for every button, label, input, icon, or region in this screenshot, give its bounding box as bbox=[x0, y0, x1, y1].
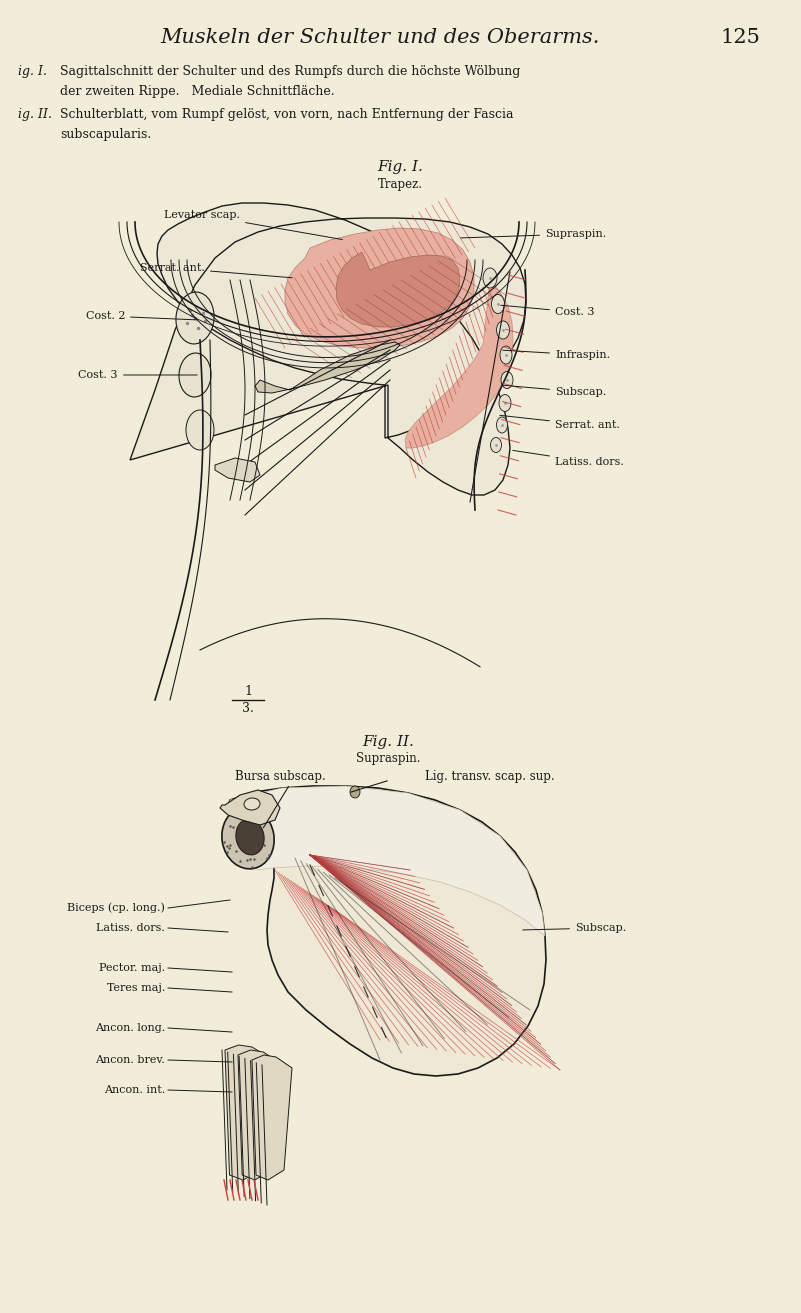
Polygon shape bbox=[230, 786, 545, 936]
Text: Serrat. ant.: Serrat. ant. bbox=[140, 263, 292, 278]
Text: der zweiten Rippe.   Mediale Schnittfläche.: der zweiten Rippe. Mediale Schnittfläche… bbox=[60, 85, 335, 98]
Ellipse shape bbox=[490, 437, 501, 453]
Text: Infraspin.: Infraspin. bbox=[503, 351, 610, 360]
Text: Serrat. ant.: Serrat. ant. bbox=[500, 415, 620, 429]
Text: Fig. II.: Fig. II. bbox=[362, 735, 414, 748]
Polygon shape bbox=[238, 1050, 280, 1180]
Polygon shape bbox=[130, 204, 526, 495]
Text: 1: 1 bbox=[244, 685, 252, 699]
Ellipse shape bbox=[492, 294, 505, 314]
Ellipse shape bbox=[499, 394, 511, 411]
Text: Sagittalschnitt der Schulter und des Rumpfs durch die höchste Wölbung: Sagittalschnitt der Schulter und des Rum… bbox=[60, 66, 521, 77]
Text: 3.: 3. bbox=[242, 702, 254, 716]
Polygon shape bbox=[252, 1056, 292, 1180]
Text: Subscap.: Subscap. bbox=[503, 385, 606, 397]
Text: Fig. I.: Fig. I. bbox=[377, 160, 423, 175]
Text: Cost. 3: Cost. 3 bbox=[501, 305, 594, 316]
Text: Supraspin.: Supraspin. bbox=[356, 752, 421, 765]
Ellipse shape bbox=[501, 372, 513, 389]
Ellipse shape bbox=[350, 786, 360, 798]
Text: Ancon. int.: Ancon. int. bbox=[104, 1085, 165, 1095]
Text: Lig. transv. scap. sup.: Lig. transv. scap. sup. bbox=[425, 769, 555, 783]
Ellipse shape bbox=[179, 353, 211, 397]
Text: Ancon. long.: Ancon. long. bbox=[95, 1023, 165, 1033]
Polygon shape bbox=[220, 790, 280, 825]
Text: Subscap.: Subscap. bbox=[523, 923, 626, 934]
Ellipse shape bbox=[235, 819, 264, 855]
Text: ⁠ig. II.: ⁠ig. II. bbox=[18, 108, 52, 121]
Polygon shape bbox=[225, 1045, 270, 1180]
Polygon shape bbox=[405, 280, 513, 448]
Polygon shape bbox=[255, 341, 400, 393]
Text: subscapularis.: subscapularis. bbox=[60, 127, 151, 140]
Polygon shape bbox=[285, 228, 474, 348]
Polygon shape bbox=[215, 458, 260, 482]
Text: Latiss. dors.: Latiss. dors. bbox=[96, 923, 165, 934]
Ellipse shape bbox=[497, 320, 509, 339]
Text: ⁠ig. I.: ⁠ig. I. bbox=[18, 66, 47, 77]
Text: Supraspin.: Supraspin. bbox=[461, 228, 606, 239]
Text: Cost. 3: Cost. 3 bbox=[78, 370, 197, 379]
Text: 125: 125 bbox=[720, 28, 760, 47]
Polygon shape bbox=[336, 252, 460, 327]
Ellipse shape bbox=[483, 268, 497, 288]
Text: Ancon. brev.: Ancon. brev. bbox=[95, 1056, 165, 1065]
Text: Muskeln der Schulter und des Oberarms.: Muskeln der Schulter und des Oberarms. bbox=[160, 28, 600, 47]
Text: Latiss. dors.: Latiss. dors. bbox=[513, 450, 624, 467]
Polygon shape bbox=[228, 786, 546, 1075]
Ellipse shape bbox=[500, 347, 512, 364]
Ellipse shape bbox=[244, 798, 260, 810]
Text: Levator scap.: Levator scap. bbox=[164, 210, 342, 239]
Text: Pector. maj.: Pector. maj. bbox=[99, 962, 165, 973]
Text: Cost. 2: Cost. 2 bbox=[86, 311, 197, 320]
Ellipse shape bbox=[186, 410, 214, 450]
Ellipse shape bbox=[222, 807, 274, 869]
Text: Biceps (cp. long.): Biceps (cp. long.) bbox=[67, 903, 165, 914]
Text: Trapez.: Trapez. bbox=[377, 179, 422, 190]
Text: Teres maj.: Teres maj. bbox=[107, 983, 165, 993]
Ellipse shape bbox=[497, 418, 508, 433]
Text: Bursa subscap.: Bursa subscap. bbox=[235, 769, 325, 783]
Text: Schulterblatt, vom Rumpf gelöst, von vorn, nach Entfernung der Fascia: Schulterblatt, vom Rumpf gelöst, von vor… bbox=[60, 108, 513, 121]
Ellipse shape bbox=[176, 291, 214, 344]
